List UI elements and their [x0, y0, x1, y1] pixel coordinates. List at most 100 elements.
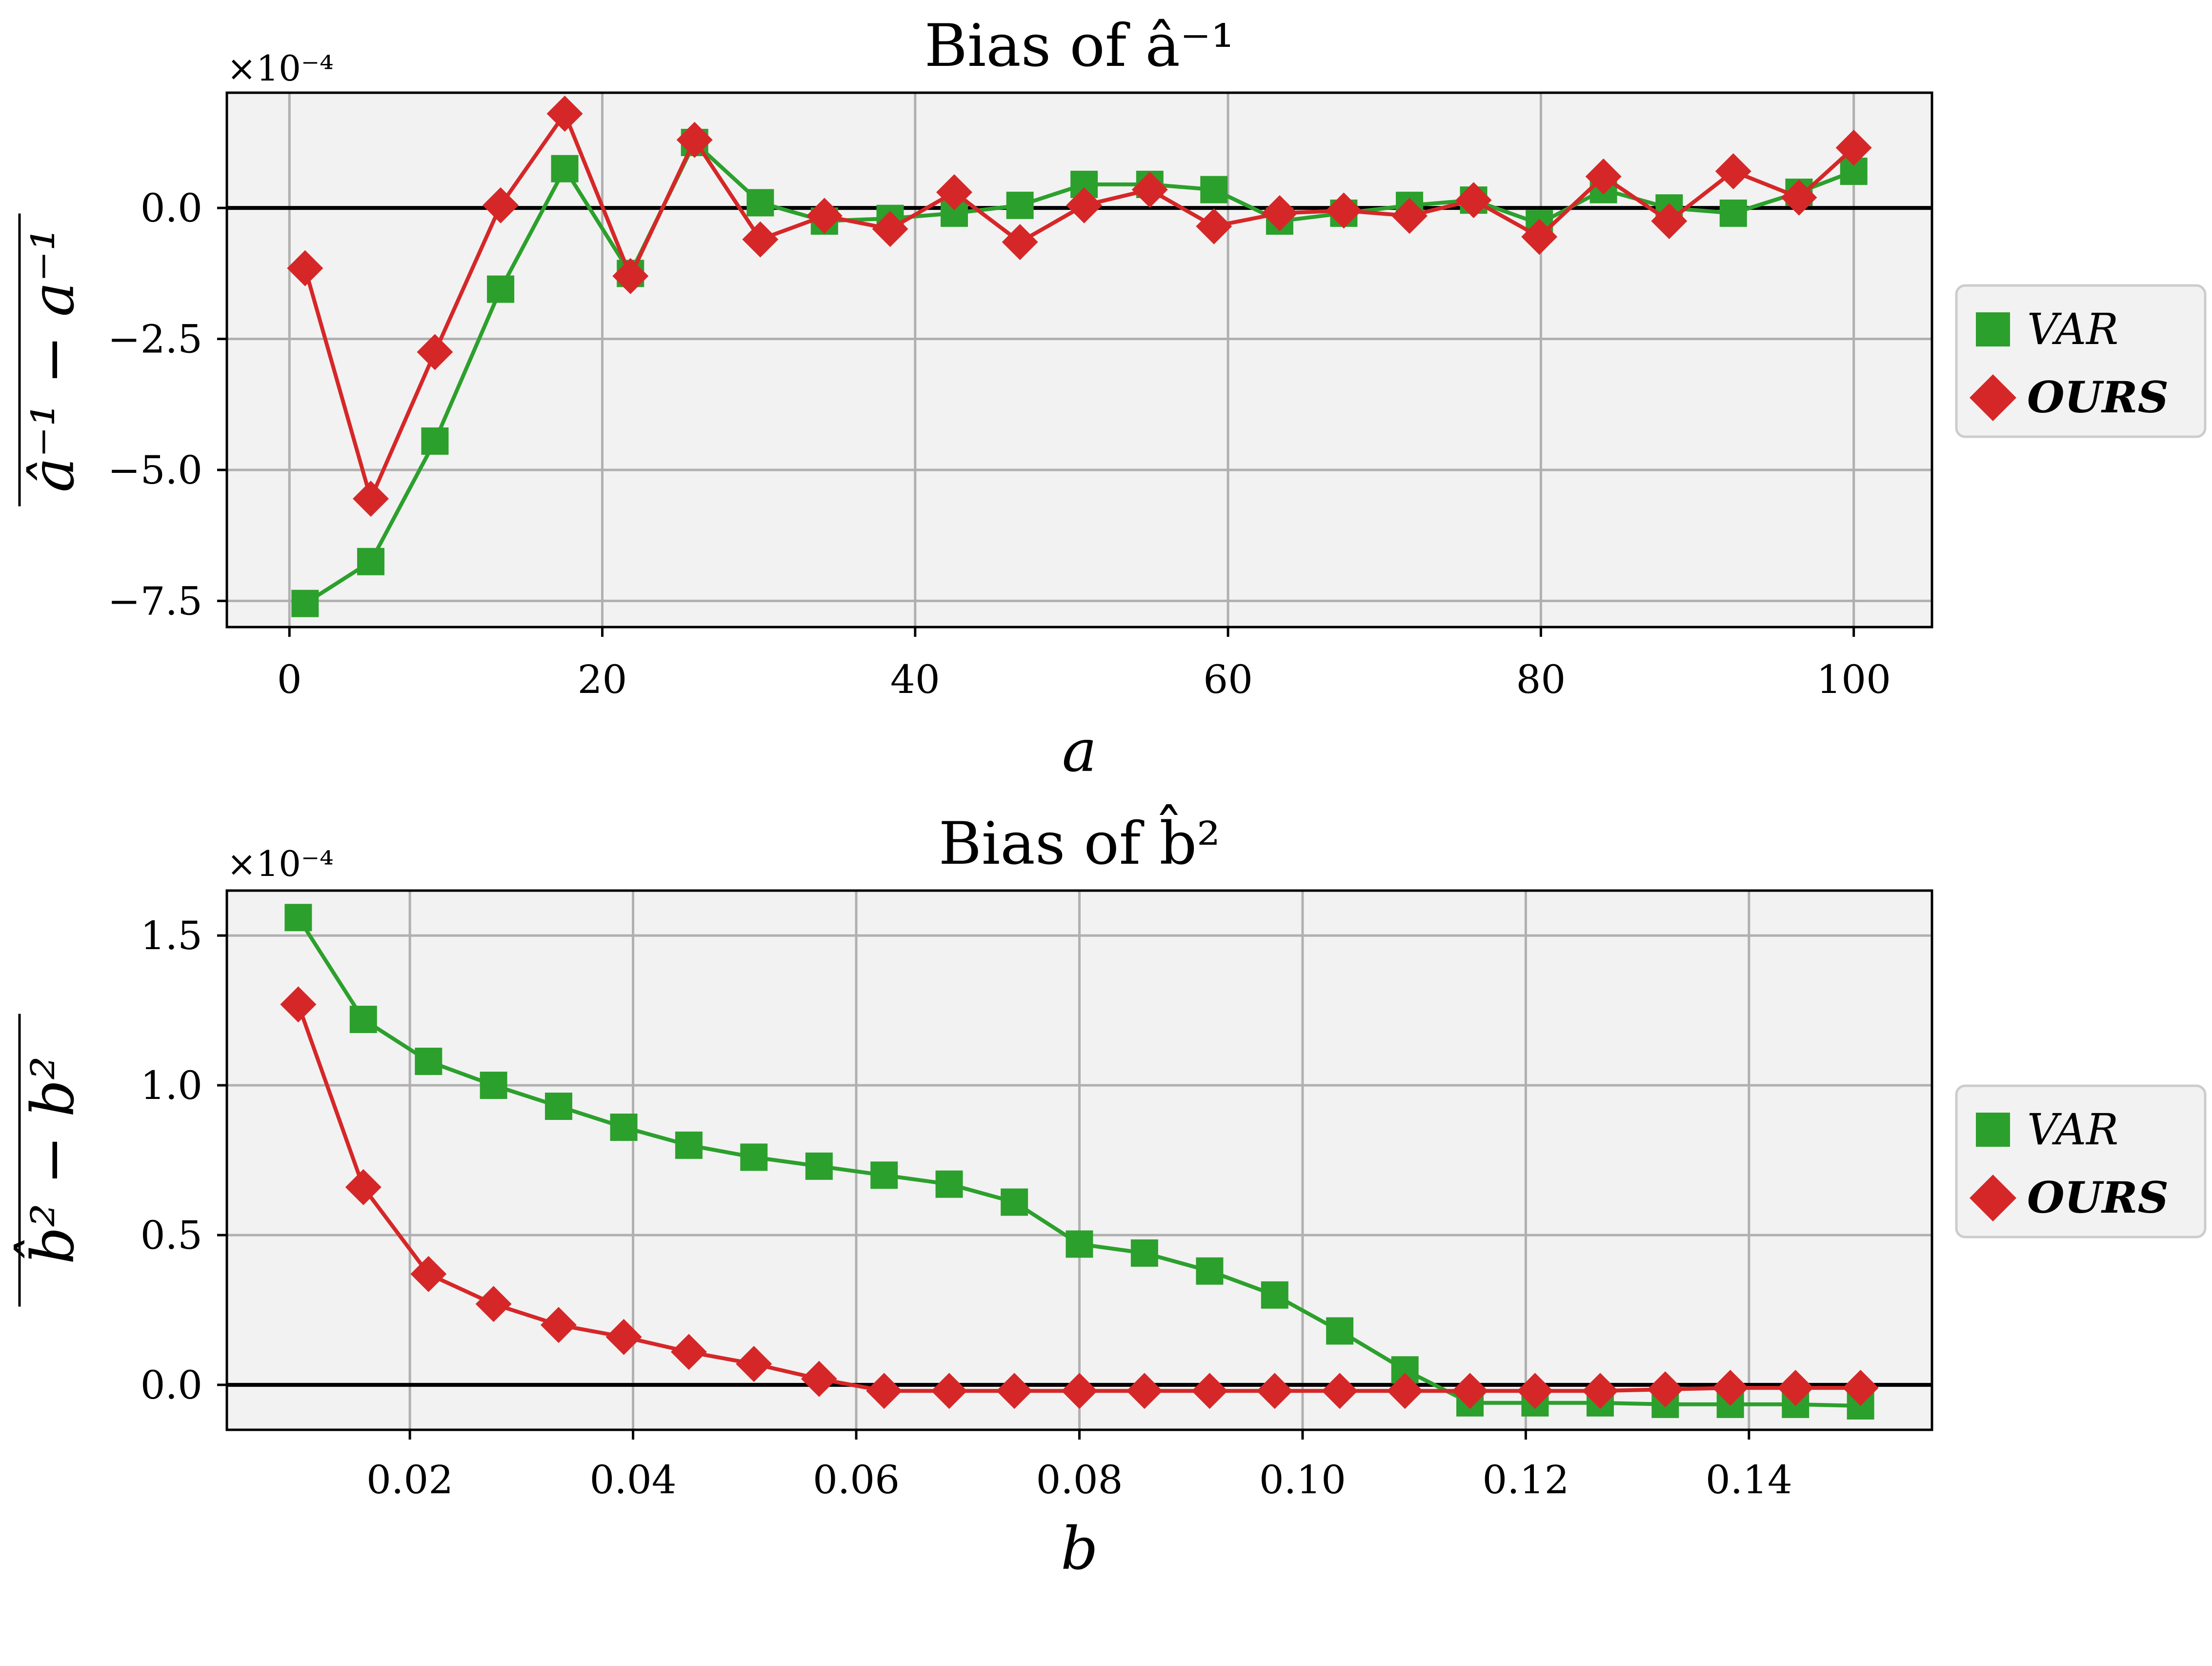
data-point-var — [675, 1131, 703, 1159]
data-point-ours — [1066, 187, 1103, 223]
data-point-ours — [742, 221, 779, 258]
data-point-var — [805, 1152, 833, 1180]
data-point-ours — [345, 1169, 382, 1205]
y-tick-label: 0.0 — [141, 185, 202, 231]
x-tick-label: 0.08 — [1036, 1457, 1123, 1503]
data-point-var — [746, 189, 774, 217]
x-tick-label: 0.12 — [1482, 1457, 1569, 1503]
data-point-var — [284, 904, 312, 932]
scale-label: ×10⁻⁴ — [227, 48, 334, 89]
data-point-ours — [1521, 219, 1558, 255]
data-point-var — [1719, 199, 1747, 227]
y-tick-label: 0.5 — [141, 1213, 202, 1258]
data-point-ours — [280, 986, 317, 1023]
data-point-ours — [1835, 129, 1872, 166]
x-tick-label: 0.04 — [590, 1457, 677, 1503]
data-point-var — [740, 1143, 768, 1171]
data-point-ours — [1715, 153, 1751, 190]
data-point-ours — [1387, 1373, 1423, 1409]
data-point-ours — [410, 1256, 447, 1292]
data-point-ours — [1781, 179, 1817, 216]
data-point-ours — [417, 334, 453, 370]
data-point-ours — [1452, 1373, 1488, 1409]
legend-marker-var — [1976, 312, 2010, 346]
data-point-ours — [1196, 208, 1232, 244]
data-point-ours — [287, 250, 323, 286]
data-point-ours — [1651, 203, 1688, 240]
legend-label-var: VAR — [2027, 304, 2118, 354]
data-point-var — [291, 589, 319, 617]
x-tick-label: 100 — [1816, 657, 1891, 702]
data-point-var — [421, 427, 449, 455]
x-tick-label: 0 — [277, 657, 302, 702]
y-tick-label: −7.5 — [108, 578, 202, 624]
data-point-var — [870, 1161, 898, 1189]
data-point-ours — [546, 95, 583, 132]
data-point-ours — [1322, 1373, 1358, 1409]
legend-marker-ours — [1970, 1175, 2016, 1221]
data-point-ours — [801, 1361, 837, 1397]
bottom-panel: 0.02 0.04 0.06 0.08 0.10 0.12 0.14 0.0 0.5 1.0 1.5… — [14, 804, 2207, 1583]
x-tick-label: 0.14 — [1706, 1457, 1792, 1503]
data-point-var — [1001, 1188, 1028, 1216]
x-tick-label: 0.02 — [366, 1457, 453, 1503]
top-panel: 0 20 40 60 80 100 −7.5 −5.0 −2.5 0.0 ×10⁻⁴ Bias of … — [18, 12, 2207, 785]
y-tick-label: 1.5 — [141, 913, 202, 958]
data-point-ours — [1391, 198, 1428, 234]
y-tick-label: −2.5 — [108, 317, 202, 362]
data-point-var — [480, 1072, 507, 1099]
x-tick-label: 20 — [578, 657, 627, 702]
x-tick-label: 0.06 — [813, 1457, 900, 1503]
chart-title: Bias of b̂² — [939, 804, 1221, 878]
legend-marker-ours — [1970, 374, 2016, 421]
data-point-ours — [996, 1373, 1033, 1409]
data-point-var — [1130, 1239, 1158, 1267]
data-point-ours — [1191, 1373, 1228, 1409]
data-point-var — [935, 1170, 963, 1198]
data-point-ours — [736, 1345, 772, 1382]
data-point-ours — [1002, 223, 1038, 260]
y-axis-label: â⁻¹ − a⁻¹ — [20, 227, 87, 492]
data-point-ours — [1261, 195, 1298, 231]
data-point-var — [551, 155, 579, 183]
x-axis-label: a — [1062, 717, 1097, 785]
data-point-ours — [872, 211, 908, 247]
data-point-var — [545, 1093, 573, 1120]
data-point-ours — [931, 1373, 967, 1409]
data-point-var — [415, 1047, 442, 1075]
data-point-ours — [1777, 1370, 1814, 1406]
y-tick-label: 1.0 — [141, 1063, 202, 1108]
legend-box — [1955, 1084, 2207, 1239]
data-point-ours — [605, 1319, 642, 1355]
data-point-var — [1066, 1230, 1093, 1258]
x-tick-label: 40 — [890, 657, 940, 702]
data-point-ours — [936, 174, 972, 210]
data-point-ours — [1517, 1373, 1553, 1409]
data-point-var — [1200, 176, 1228, 203]
legend-label-var: VAR — [2027, 1104, 2118, 1155]
y-axis-label: b̂² − b² — [14, 1056, 87, 1264]
data-point-ours — [1712, 1370, 1749, 1406]
data-point-var — [487, 275, 515, 303]
data-point-ours — [1326, 192, 1362, 229]
data-point-ours — [483, 187, 519, 223]
data-point-ours — [1256, 1373, 1293, 1409]
data-point-var — [1006, 191, 1034, 219]
data-point-ours — [670, 1334, 707, 1370]
y-tick-label: 0.0 — [141, 1362, 202, 1408]
legend-box — [1955, 284, 2207, 438]
data-point-ours — [806, 198, 843, 234]
data-point-ours — [1126, 1373, 1163, 1409]
y-tick-label: −5.0 — [108, 447, 202, 493]
data-point-ours — [541, 1307, 577, 1343]
data-point-ours — [1455, 182, 1492, 219]
data-point-ours — [475, 1286, 512, 1322]
data-point-var — [1326, 1317, 1354, 1345]
data-point-var — [610, 1113, 638, 1141]
legend-marker-var — [1976, 1113, 2010, 1147]
data-point-var — [357, 548, 384, 575]
data-point-ours — [1131, 171, 1168, 208]
data-point-ours — [1061, 1373, 1098, 1409]
data-point-var — [1261, 1281, 1288, 1309]
